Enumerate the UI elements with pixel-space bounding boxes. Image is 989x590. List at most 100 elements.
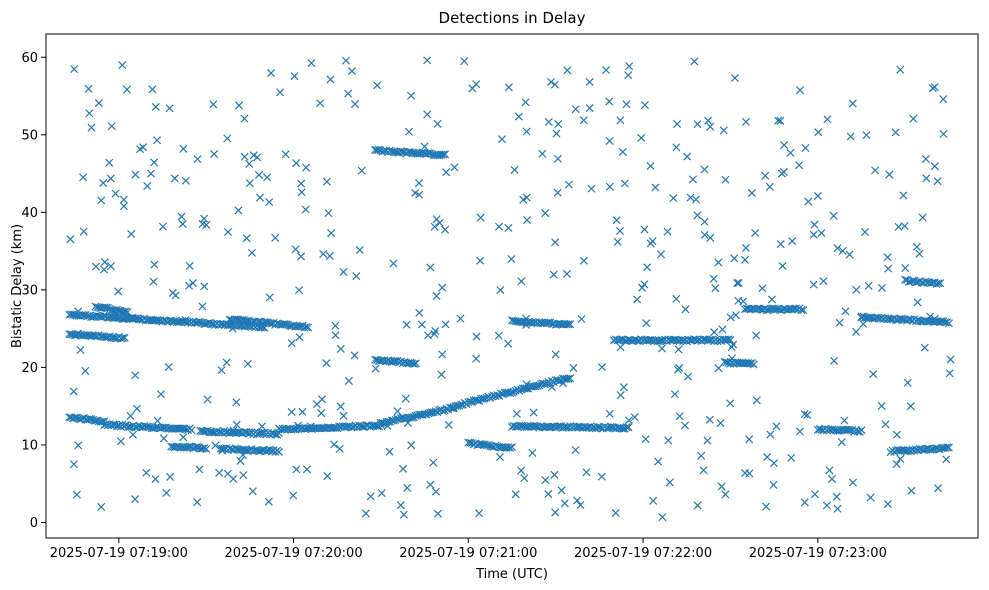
data-point: [522, 380, 531, 389]
data-point: [193, 498, 202, 507]
data-point: [726, 313, 735, 322]
data-point: [126, 411, 135, 420]
plot-area: [65, 56, 955, 522]
data-point: [585, 104, 594, 113]
data-point: [442, 168, 451, 177]
data-point: [616, 116, 625, 125]
data-point: [734, 296, 743, 305]
data-point: [719, 126, 728, 135]
data-point: [240, 152, 249, 161]
data-point: [168, 288, 177, 297]
data-point: [438, 283, 447, 292]
data-point: [228, 324, 237, 333]
data-point: [547, 77, 556, 87]
data-point: [883, 253, 892, 262]
data-point: [550, 470, 559, 479]
data-point: [656, 250, 666, 259]
data-point: [714, 258, 723, 267]
data-point: [551, 350, 560, 359]
data-point: [417, 320, 426, 329]
data-point: [248, 487, 257, 496]
data-point: [841, 307, 850, 316]
data-point: [66, 235, 75, 244]
data-point: [560, 499, 569, 508]
data-point: [423, 56, 432, 65]
data-point: [377, 489, 386, 498]
data-point: [195, 465, 204, 474]
data-point: [881, 420, 890, 429]
data-point: [930, 314, 939, 323]
data-point: [562, 320, 571, 329]
data-point: [74, 307, 83, 316]
data-point: [432, 215, 441, 224]
data-point: [728, 354, 737, 363]
data-point: [242, 234, 251, 243]
data-point: [433, 119, 442, 128]
data-point: [613, 237, 622, 246]
data-point: [316, 99, 325, 108]
data-point: [921, 154, 930, 164]
data-point: [407, 91, 416, 100]
data-point: [673, 119, 682, 129]
data-point: [84, 84, 93, 93]
data-point: [717, 482, 726, 491]
data-point: [507, 254, 516, 264]
data-point: [131, 495, 140, 504]
data-point: [522, 127, 531, 136]
data-point: [727, 343, 736, 352]
data-point: [504, 223, 513, 232]
data-point: [877, 283, 886, 292]
data-point: [564, 180, 573, 189]
data-point: [745, 435, 754, 444]
data-point: [769, 459, 778, 468]
data-point: [942, 455, 951, 464]
data-point: [153, 136, 162, 145]
data-point: [408, 359, 417, 368]
data-point: [693, 211, 702, 220]
data-point: [122, 85, 131, 94]
data-point: [571, 445, 580, 454]
data-point: [606, 423, 615, 432]
data-point: [669, 194, 678, 203]
data-point: [116, 437, 125, 446]
data-point: [930, 162, 939, 171]
data-point: [339, 411, 348, 420]
data-point: [899, 191, 908, 200]
data-point: [79, 173, 88, 182]
data-point: [838, 246, 847, 255]
data-point: [506, 443, 515, 452]
data-point: [641, 435, 650, 444]
data-point: [407, 441, 416, 450]
data-point: [936, 279, 945, 288]
data-point: [612, 216, 621, 225]
data-point: [731, 311, 740, 320]
data-point: [150, 260, 159, 269]
data-point: [809, 230, 818, 239]
data-point: [752, 396, 761, 405]
data-point: [752, 331, 761, 340]
data-point: [852, 285, 861, 294]
data-point: [700, 165, 709, 174]
data-point: [587, 184, 596, 193]
data-point: [146, 169, 156, 178]
data-point: [683, 152, 692, 161]
data-point: [121, 307, 130, 316]
data-point: [238, 451, 247, 460]
data-point: [249, 151, 258, 160]
data-point: [692, 195, 701, 204]
data-point: [654, 457, 663, 466]
data-point: [837, 438, 846, 447]
data-point: [200, 444, 209, 453]
data-point: [848, 99, 857, 108]
data-point: [150, 158, 159, 167]
data-point: [520, 384, 529, 393]
y-tick-label: 50: [21, 128, 38, 143]
data-point: [128, 313, 137, 322]
data-point: [476, 213, 485, 222]
data-point: [366, 492, 375, 501]
data-point: [700, 230, 709, 239]
data-point: [693, 120, 702, 129]
data-point: [344, 376, 353, 385]
data-point: [350, 100, 359, 109]
data-point: [670, 390, 679, 399]
